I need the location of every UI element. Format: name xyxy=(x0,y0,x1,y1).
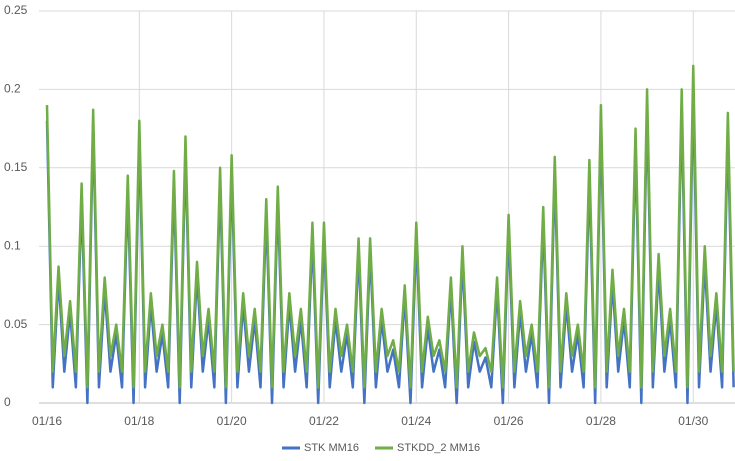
y-tick-label: 0.1 xyxy=(4,238,21,252)
y-tick-label: 0.15 xyxy=(4,160,28,174)
x-tick-label: 01/16 xyxy=(32,414,62,428)
x-tick-label: 01/20 xyxy=(217,414,247,428)
x-tick-label: 01/30 xyxy=(678,414,708,428)
series-line xyxy=(45,64,735,389)
legend-label: STK MM16 xyxy=(304,442,359,454)
series-line xyxy=(45,88,735,405)
x-tick-label: 01/22 xyxy=(309,414,339,428)
y-tick-label: 0.25 xyxy=(4,3,28,17)
x-tick-label: 01/18 xyxy=(124,414,154,428)
y-tick-label: 0.05 xyxy=(4,317,28,331)
y-tick-label: 0 xyxy=(4,395,11,409)
x-tick-label: 01/28 xyxy=(586,414,616,428)
x-tick-label: 01/24 xyxy=(401,414,431,428)
legend-label: STKDD_2 MM16 xyxy=(397,442,480,454)
x-tick-label: 01/26 xyxy=(494,414,524,428)
y-tick-label: 0.2 xyxy=(4,82,21,96)
